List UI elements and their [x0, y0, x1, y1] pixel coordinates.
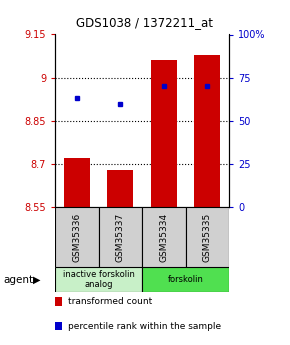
Bar	[99, 207, 142, 267]
Bar	[107, 170, 133, 207]
Bar	[151, 60, 177, 207]
Bar	[55, 207, 99, 267]
Text: inactive forskolin
analog: inactive forskolin analog	[63, 270, 135, 289]
Text: forskolin: forskolin	[168, 275, 204, 284]
Text: GSM35336: GSM35336	[72, 213, 81, 262]
Bar	[55, 267, 142, 292]
Text: GSM35337: GSM35337	[116, 213, 125, 262]
Bar	[64, 158, 90, 207]
Bar	[194, 55, 220, 207]
Bar	[142, 267, 229, 292]
Text: GSM35335: GSM35335	[203, 213, 212, 262]
Text: ▶: ▶	[33, 275, 41, 285]
Text: GSM35334: GSM35334	[159, 213, 168, 262]
Text: percentile rank within the sample: percentile rank within the sample	[68, 322, 221, 331]
Bar	[186, 207, 229, 267]
Text: transformed count: transformed count	[68, 297, 153, 306]
Text: agent: agent	[3, 275, 33, 285]
Bar	[142, 207, 186, 267]
Text: GDS1038 / 1372211_at: GDS1038 / 1372211_at	[77, 16, 213, 29]
